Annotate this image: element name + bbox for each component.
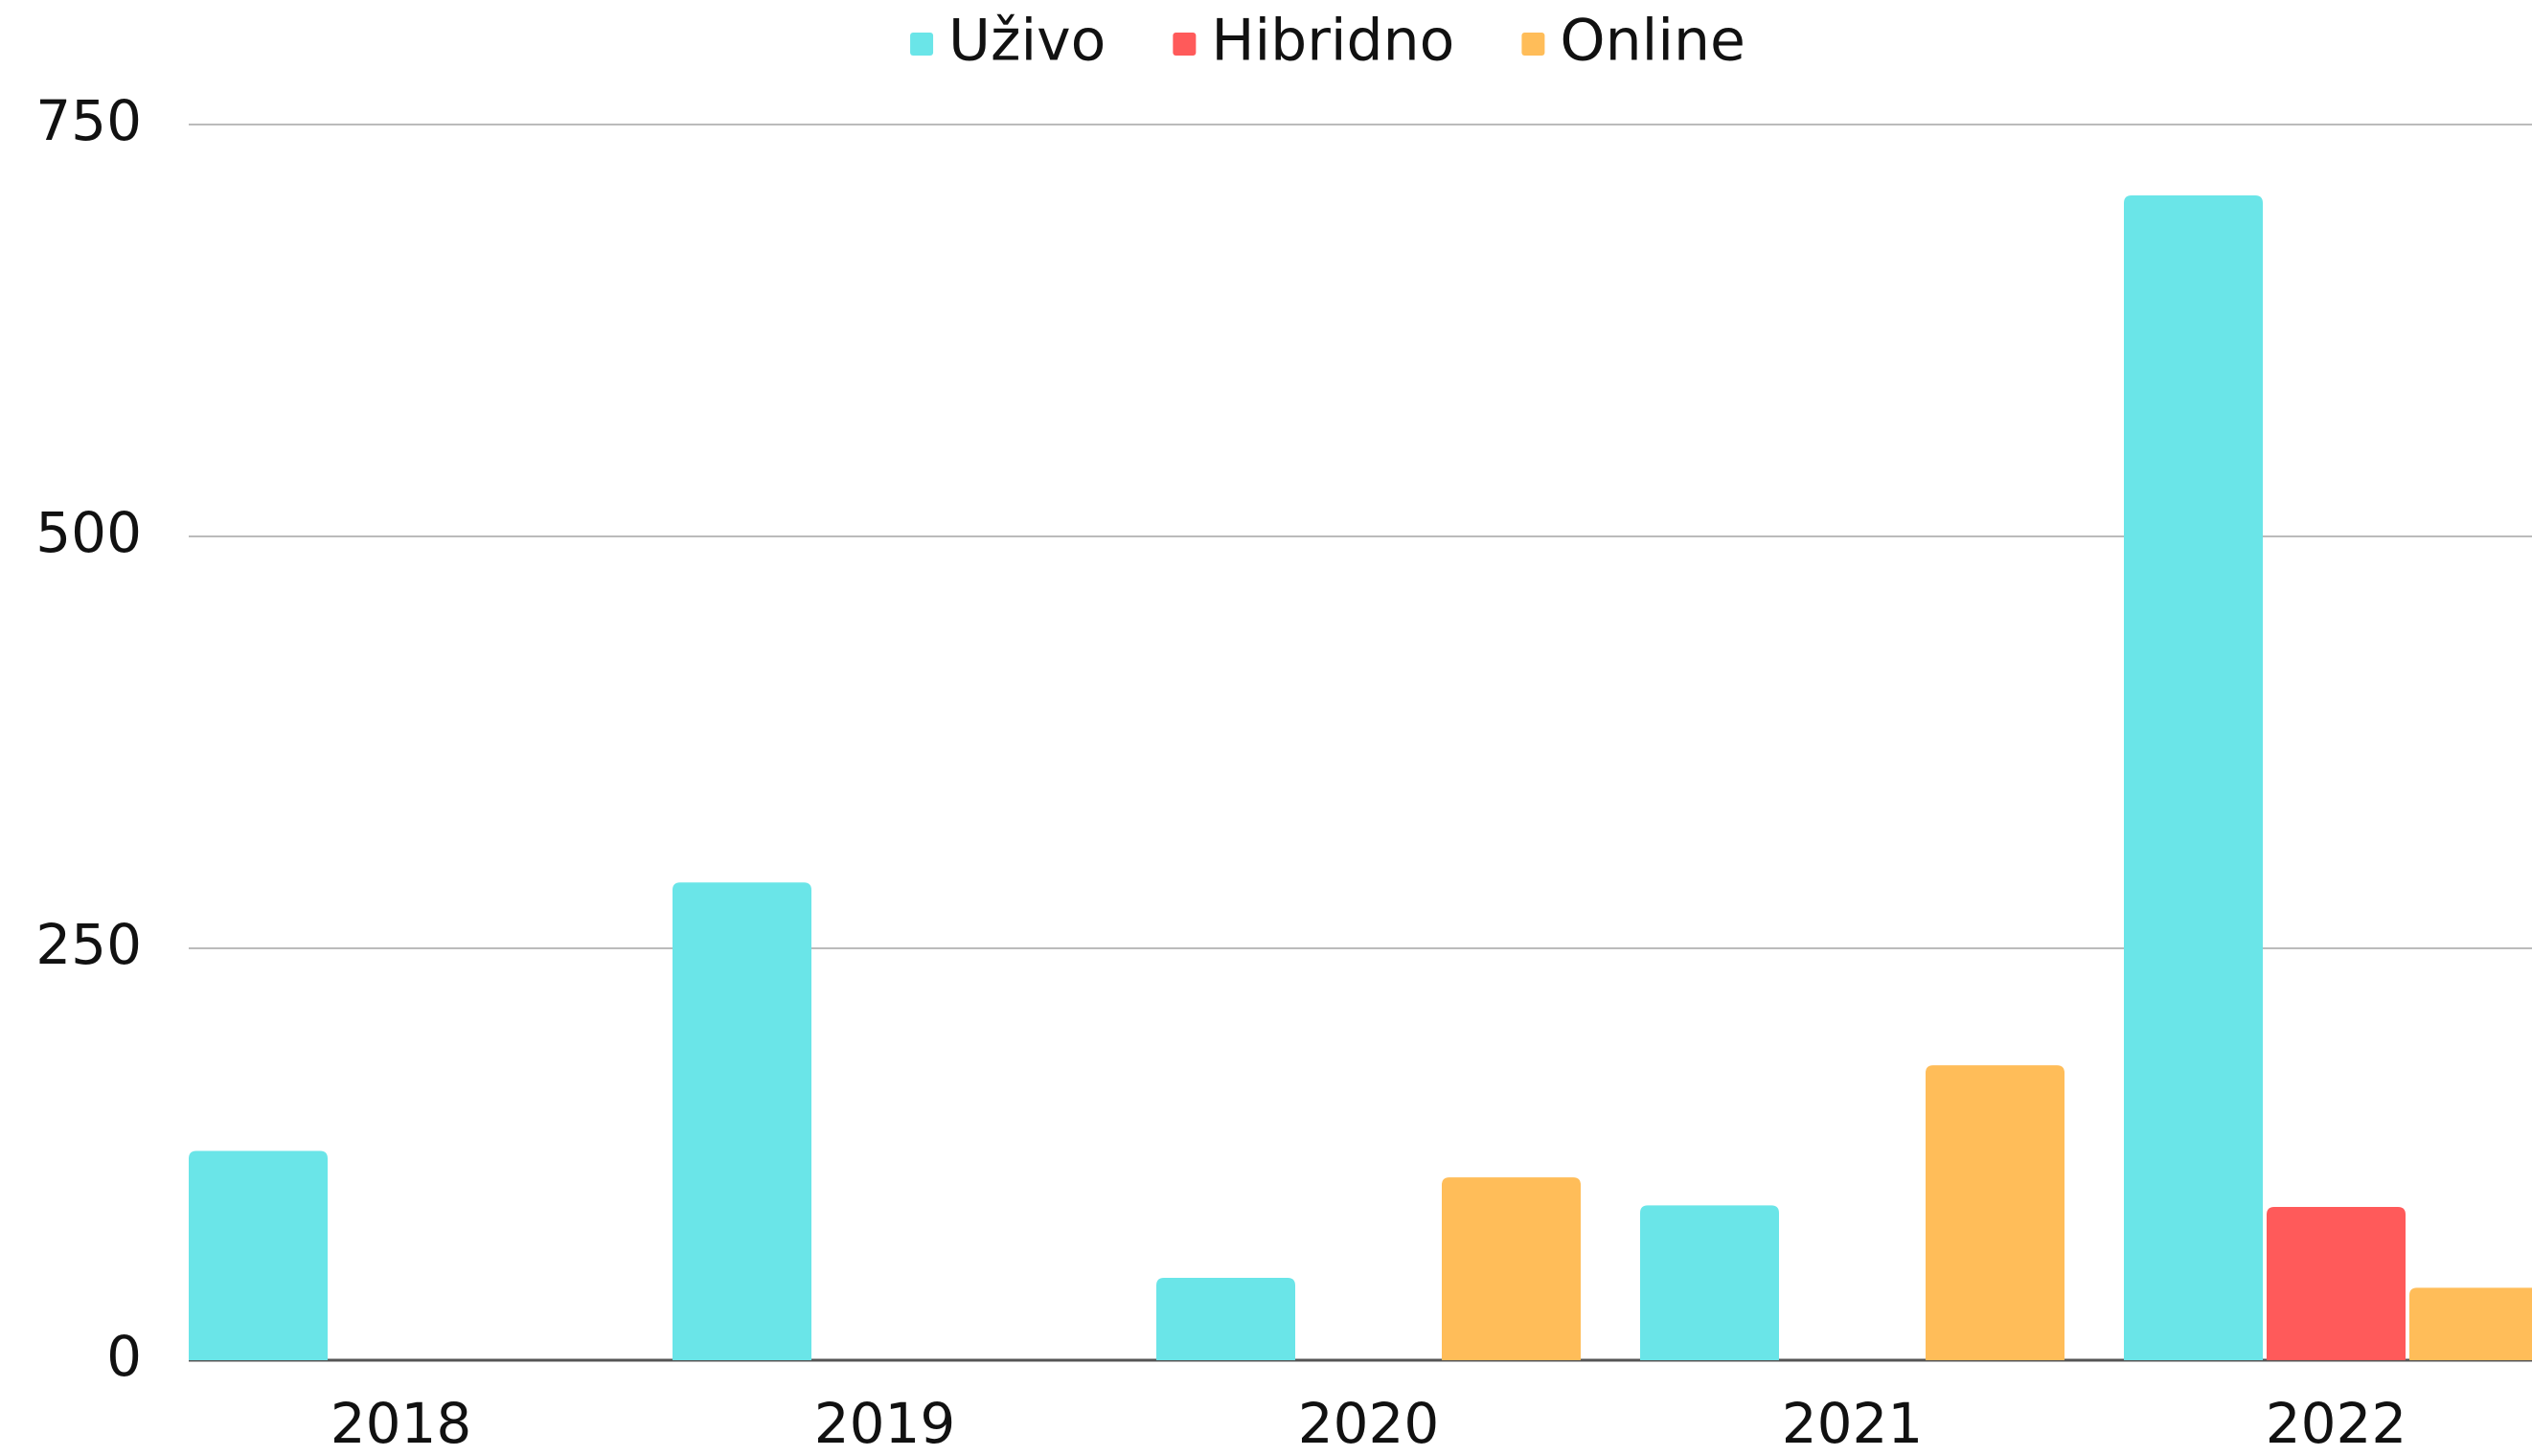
x-tick-label: 2019 — [814, 1391, 956, 1456]
bar — [2409, 1287, 2532, 1360]
legend-swatch — [1521, 33, 1545, 56]
bar — [189, 1150, 328, 1360]
y-tick-label: 250 — [35, 912, 142, 977]
y-tick-label: 500 — [35, 500, 142, 565]
bar — [1926, 1065, 2064, 1360]
legend-label: Online — [1560, 8, 1745, 75]
bar — [1442, 1177, 1581, 1360]
legend-swatch — [1173, 33, 1197, 56]
y-tick-label: 0 — [106, 1324, 142, 1389]
bar — [1156, 1278, 1295, 1360]
bar — [2124, 194, 2263, 1361]
legend-swatch — [910, 33, 934, 56]
bar — [673, 882, 811, 1360]
x-tick-label: 2022 — [2266, 1391, 2407, 1456]
legend-label: Uživo — [948, 8, 1106, 75]
x-tick-label: 2020 — [1298, 1391, 1440, 1456]
bar — [1640, 1205, 1779, 1360]
bar — [2267, 1207, 2406, 1360]
legend-label: Hibridno — [1211, 8, 1454, 75]
x-tick-label: 2018 — [331, 1391, 472, 1456]
x-tick-label: 2021 — [1782, 1391, 1924, 1456]
y-tick-label: 750 — [35, 88, 142, 153]
